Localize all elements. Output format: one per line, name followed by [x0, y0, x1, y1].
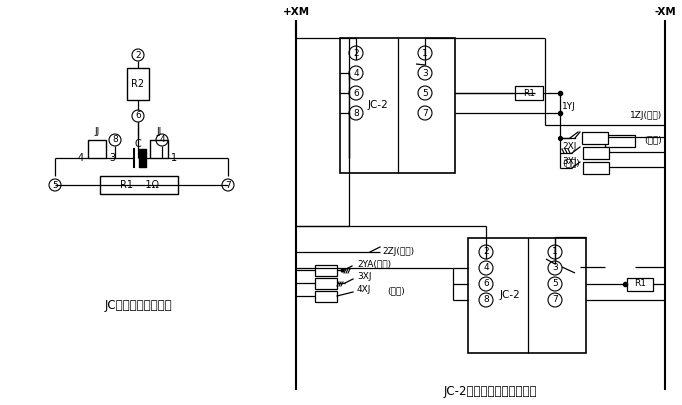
Text: 7: 7 [422, 109, 428, 117]
Text: R1: R1 [634, 279, 646, 288]
Text: 8: 8 [112, 136, 118, 145]
Text: (启动): (启动) [387, 286, 404, 296]
Text: 2: 2 [135, 51, 140, 60]
Text: 7: 7 [552, 296, 558, 305]
Text: JJ: JJ [94, 128, 100, 136]
Text: 6: 6 [353, 89, 359, 98]
Bar [582, 132, 608, 144]
Text: JC继电器原理电路图: JC继电器原理电路图 [104, 298, 172, 311]
Bar [583, 162, 609, 174]
Text: 2: 2 [140, 153, 146, 163]
Text: 3XJ: 3XJ [562, 157, 576, 166]
Text: 8: 8 [483, 296, 489, 305]
Text: 5: 5 [552, 279, 558, 288]
Text: 4: 4 [159, 136, 165, 145]
Bar [100, 176, 178, 194]
Text: JC-2: JC-2 [500, 290, 520, 301]
Text: 4: 4 [353, 68, 359, 77]
Bar [605, 135, 635, 147]
Text: 4XJ: 4XJ [357, 285, 372, 294]
Bar [515, 86, 543, 100]
Text: 6: 6 [483, 279, 489, 288]
Text: (启动): (启动) [562, 158, 580, 168]
Bar [315, 264, 337, 275]
Text: 3XJ: 3XJ [357, 272, 372, 281]
Text: 1ZJ(复归): 1ZJ(复归) [629, 111, 662, 119]
Text: 3: 3 [422, 68, 428, 77]
Text: 5: 5 [52, 181, 58, 190]
Text: R2: R2 [132, 79, 145, 89]
Text: 7: 7 [225, 181, 231, 190]
Text: JC-2: JC-2 [368, 100, 388, 111]
Bar [315, 290, 337, 301]
Bar [150, 140, 168, 158]
Text: 3: 3 [552, 264, 558, 273]
Text: 1: 1 [422, 49, 428, 58]
Text: (试验): (试验) [644, 136, 662, 145]
Text: 8: 8 [353, 109, 359, 117]
Bar [468, 238, 586, 353]
Text: 5: 5 [422, 89, 428, 98]
Text: R1    1Ω: R1 1Ω [119, 180, 158, 190]
Text: JC-2冲击继电器典型接线图: JC-2冲击继电器典型接线图 [443, 386, 537, 399]
Text: 1: 1 [552, 247, 558, 256]
Text: 3: 3 [109, 153, 115, 163]
Bar [340, 38, 455, 173]
Text: 4: 4 [78, 153, 84, 163]
Text: 1YJ: 1YJ [562, 102, 576, 111]
Text: 2: 2 [353, 49, 359, 58]
Text: +XM: +XM [282, 7, 310, 17]
Bar [127, 68, 149, 100]
Bar [88, 140, 106, 158]
Bar [583, 147, 609, 159]
Text: JJ: JJ [156, 128, 162, 136]
Text: -XM: -XM [654, 7, 676, 17]
Text: 2XJ: 2XJ [562, 142, 576, 151]
Bar [627, 277, 653, 290]
Text: 2YA(试验): 2YA(试验) [357, 259, 391, 268]
Text: 2ZJ(复归): 2ZJ(复归) [382, 247, 414, 256]
Text: 1: 1 [171, 153, 177, 163]
Text: C: C [134, 139, 141, 149]
Bar [315, 277, 337, 288]
Text: 4: 4 [483, 264, 489, 273]
Text: 6: 6 [135, 111, 141, 121]
Text: R1: R1 [523, 89, 535, 98]
Text: 2: 2 [483, 247, 489, 256]
